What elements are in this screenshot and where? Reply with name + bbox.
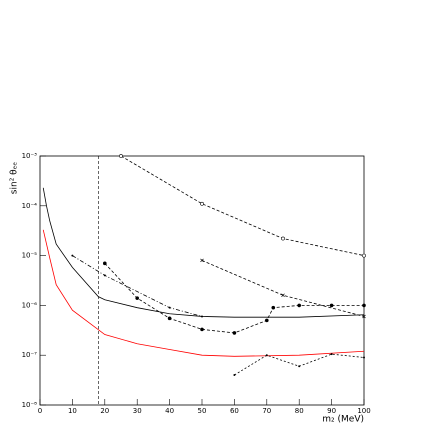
marker: [281, 293, 285, 297]
marker: [281, 236, 285, 241]
marker: [200, 258, 204, 263]
marker: [200, 327, 204, 332]
y-tick-label: 10⁻⁵: [22, 252, 38, 260]
x-tick-label: 70: [262, 407, 271, 415]
x-tick-label: 20: [100, 407, 109, 415]
marker: [232, 331, 237, 335]
marker: [298, 365, 301, 368]
series-line: [120, 155, 365, 256]
marker: [363, 356, 365, 359]
series-line: [201, 260, 365, 317]
marker: [119, 154, 123, 158]
marker: [330, 353, 333, 356]
plot-frame: [39, 155, 365, 406]
marker: [167, 316, 172, 321]
x-tick-label: 80: [295, 407, 304, 415]
marker: [200, 201, 204, 206]
y-tick-label: 10⁻⁷: [22, 351, 38, 359]
x-tick-label: 100: [357, 407, 370, 415]
marker: [103, 261, 107, 266]
marker: [271, 305, 276, 310]
series-line: [42, 187, 365, 318]
x-tick-label: 10: [68, 407, 77, 415]
marker: [329, 303, 334, 308]
y-tick-label: 10⁻³: [22, 152, 38, 160]
y-axis-label: sin² θₑₑ: [10, 162, 20, 195]
marker: [362, 253, 366, 258]
x-tick-label: 50: [198, 407, 207, 415]
marker: [233, 374, 236, 377]
marker: [265, 318, 269, 323]
series-line: [42, 229, 365, 357]
x-tick-label: 30: [133, 407, 142, 415]
x-tick-label: 60: [230, 407, 239, 415]
x-tick-label: 0: [38, 407, 42, 415]
marker: [135, 296, 139, 300]
marker: [103, 274, 106, 277]
marker: [362, 303, 366, 308]
marker: [362, 314, 366, 319]
x-tick-label: 90: [327, 407, 336, 415]
series-line: [104, 263, 364, 334]
x-tick-label: 40: [165, 407, 174, 415]
series-line: [234, 353, 365, 376]
y-tick-label: 10⁻⁴: [22, 202, 38, 210]
marker: [265, 354, 268, 357]
marker: [168, 306, 171, 309]
y-tick-label: 10⁻⁸: [22, 401, 38, 409]
y-tick-label: 10⁻⁶: [22, 301, 38, 309]
marker: [71, 254, 74, 257]
x-axis-label: m₂ (MeV): [322, 415, 364, 425]
series-line: [72, 255, 203, 317]
marker: [297, 303, 302, 308]
